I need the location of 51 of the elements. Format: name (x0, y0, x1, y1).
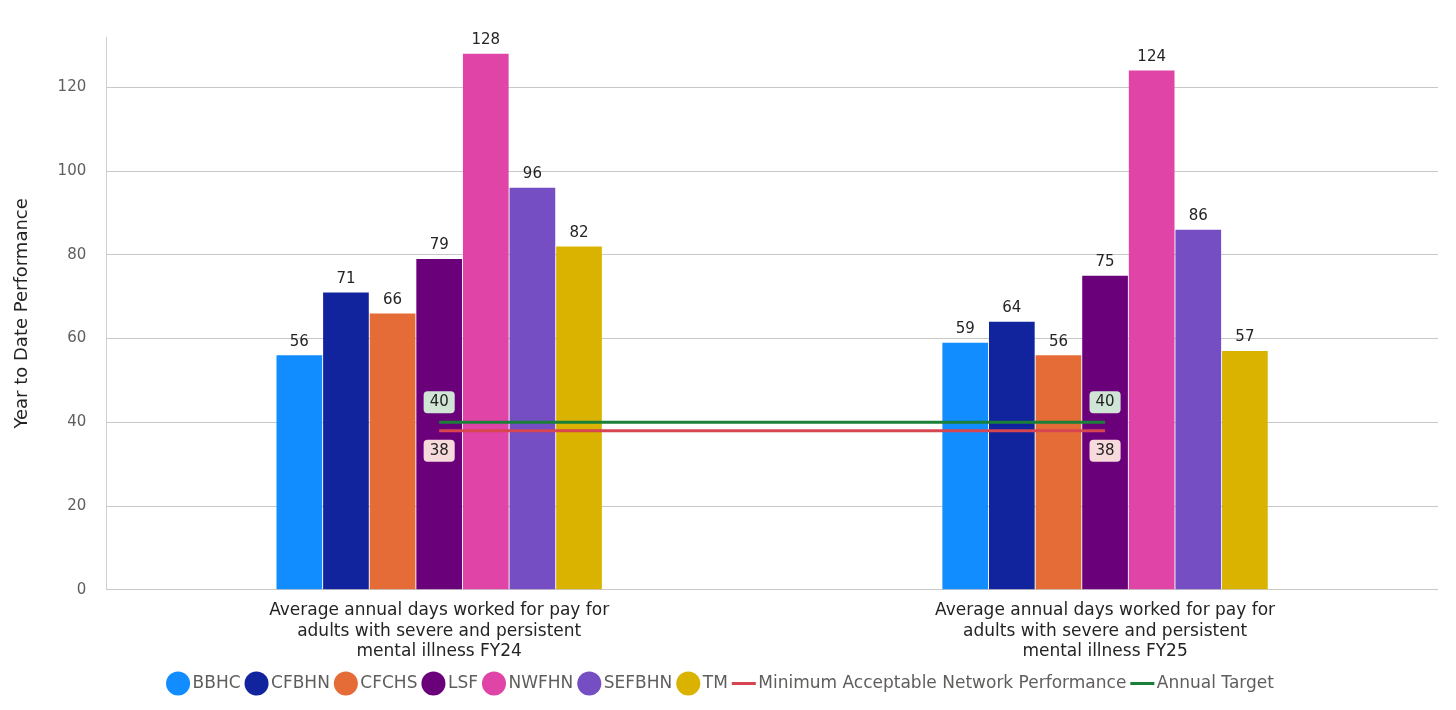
legend-label: SEFBHN (603, 671, 673, 692)
y-tick-label: 80 (67, 244, 87, 263)
legend-label: CFBHN (271, 671, 330, 692)
bar (1128, 70, 1175, 590)
y-tick-label: 40 (67, 412, 87, 431)
data-label: 75 (1095, 252, 1115, 271)
data-label: 79 (429, 235, 449, 254)
x-tick-label: Average annual days worked for pay for adults with severe and persistent mental illness FY24 (269, 599, 610, 661)
y-tick-label: 20 (67, 495, 87, 514)
bar (369, 313, 416, 590)
bar (1035, 355, 1082, 590)
legend-label: LSF (447, 671, 478, 692)
bar (942, 342, 989, 590)
bar (1175, 229, 1222, 590)
y-tick-label: 120 (57, 77, 87, 96)
bar (556, 246, 602, 590)
y-tick-label: 0 (76, 579, 87, 598)
legend-label: BBHC (192, 671, 241, 692)
data-label: 128 (471, 30, 501, 49)
data-label: 38 (429, 440, 449, 459)
data-label: 59 (955, 319, 975, 338)
bar (509, 187, 556, 590)
bar (1222, 351, 1268, 590)
bar (276, 355, 323, 590)
bar (323, 292, 369, 590)
y-tick-label: 100 (57, 160, 87, 179)
bar (1082, 275, 1128, 590)
legend-label: NWFHN (508, 671, 574, 692)
data-label: 71 (336, 268, 356, 287)
legend-label: CFCHS (360, 671, 418, 692)
data-label: 82 (569, 222, 589, 241)
data-label: 86 (1188, 206, 1208, 225)
data-label: 66 (383, 289, 403, 308)
data-label: 38 (1095, 440, 1115, 459)
x-tick-label: Average annual days worked for pay for adults with severe and persistent mental illness FY25 (935, 599, 1276, 661)
legend-label: Annual Target (1156, 671, 1275, 692)
data-label: 124 (1137, 46, 1166, 65)
bar (988, 321, 1035, 590)
bar (462, 53, 509, 590)
data-label: 40 (1095, 392, 1115, 411)
y-tick-label: 60 (67, 328, 87, 347)
data-label: 56 (289, 331, 309, 350)
y-axis-title: Year to Date Performance (10, 198, 32, 430)
bar (416, 258, 463, 590)
legend-label: TM (701, 671, 728, 692)
data-label: 64 (1002, 298, 1022, 317)
legend-label: Minimum Acceptable Network Performance (758, 671, 1127, 692)
data-label: 56 (1048, 331, 1068, 350)
data-label: 96 (522, 164, 542, 183)
data-label: 57 (1235, 327, 1255, 346)
data-label: 40 (429, 392, 449, 411)
